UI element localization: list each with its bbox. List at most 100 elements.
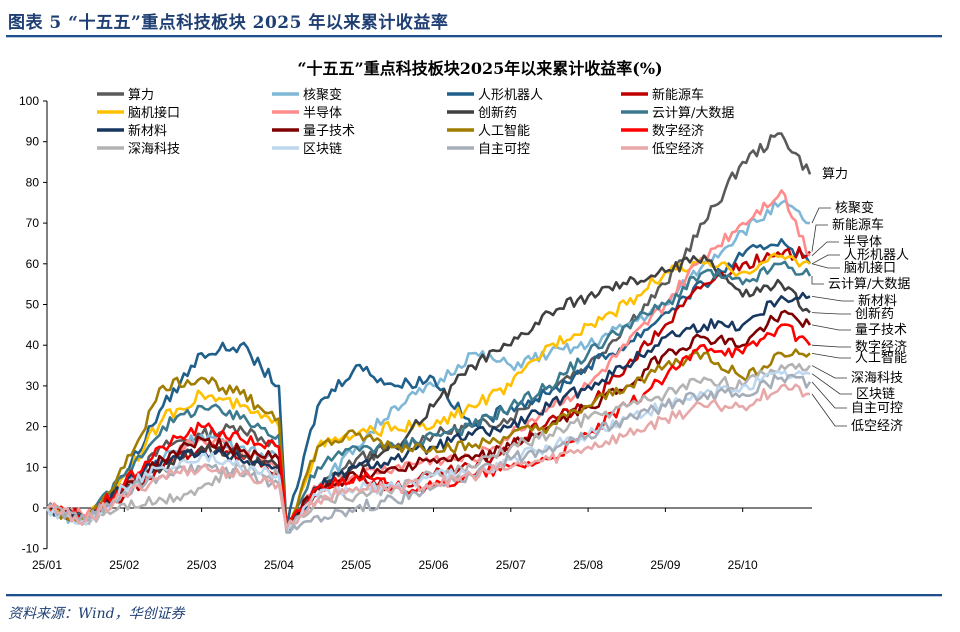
label-leader-line [811, 254, 840, 265]
legend-item: 自主可控 [447, 142, 530, 157]
series-end-label: 算力 [822, 167, 848, 182]
chart-title: “十五五”重点科技板块2025年以来累计收益率(%) [297, 59, 662, 78]
series-end-label: 脑机接口 [844, 260, 896, 276]
y-tick-label: 80 [26, 175, 40, 189]
label-leader-line [811, 352, 851, 359]
label-leader-line [811, 381, 847, 409]
series-end-label: 云计算/大数据 [828, 277, 910, 292]
label-leader-line [811, 276, 824, 285]
label-leader-line [811, 365, 847, 379]
series-end-label: 人工智能 [855, 351, 907, 366]
legend-item: 人形机器人 [447, 88, 543, 103]
series-line-15 [46, 383, 811, 530]
legend-label: 数字经济 [652, 124, 704, 139]
x-tick-label: 25/05 [341, 558, 371, 572]
y-tick-label: 70 [26, 216, 40, 230]
y-tick-label: 10 [26, 460, 40, 474]
series-end-label: 深海科技 [851, 371, 903, 386]
series-line-6 [46, 254, 811, 530]
series-end-label: 核聚变 [835, 200, 874, 216]
y-tick-label: 90 [26, 135, 40, 149]
label-leader-line [811, 344, 851, 348]
legend-item: 脑机接口 [97, 105, 180, 121]
label-leader-line [811, 241, 839, 256]
legend-item: 量子技术 [272, 124, 355, 139]
footer-divider [6, 594, 942, 597]
series-line-11 [46, 323, 812, 530]
legend-item: 半导体 [272, 106, 342, 121]
legend-label: 创新药 [478, 105, 517, 121]
legend-item: 低空经济 [621, 142, 704, 157]
x-tick-label: 25/07 [496, 558, 526, 572]
legend-label: 云计算/大数据 [652, 106, 734, 121]
legend-label: 自主可控 [478, 142, 530, 157]
x-tick-label: 25/10 [728, 558, 758, 572]
legend-label: 新材料 [128, 123, 167, 139]
legend-item: 深海科技 [97, 142, 180, 157]
legend-label: 低空经济 [652, 142, 704, 157]
legend-item: 新能源车 [621, 87, 704, 103]
series-line-14 [46, 373, 812, 534]
y-tick-label: 100 [19, 94, 39, 108]
series-line-9 [46, 309, 812, 530]
x-tick-label: 25/04 [264, 558, 294, 572]
legend-item: 核聚变 [272, 87, 342, 103]
series-end-label: 新材料 [858, 293, 897, 309]
label-leader-line [811, 207, 831, 224]
x-tick-label: 25/02 [109, 558, 139, 572]
y-tick-label: -10 [22, 542, 40, 556]
series-end-label: 数字经济 [855, 340, 907, 355]
series-end-label: 新能源车 [832, 217, 884, 233]
series-end-label: 区块链 [856, 387, 895, 402]
y-tick-label: 30 [26, 379, 40, 393]
x-tick-label: 25/08 [573, 558, 603, 572]
series-line-10 [46, 348, 811, 530]
legend-label: 新能源车 [652, 87, 704, 103]
label-leader-line [811, 393, 847, 427]
legend-label: 深海科技 [128, 142, 180, 157]
series-end-label: 低空经济 [851, 419, 903, 434]
legend-label: 人形机器人 [478, 88, 543, 103]
label-leader-line [811, 373, 852, 395]
series-line-12 [45, 362, 812, 530]
legend-item: 算力 [97, 88, 154, 103]
legend-item: 区块链 [272, 142, 342, 157]
legend-item: 云计算/大数据 [621, 106, 734, 121]
y-tick-label: 0 [32, 501, 39, 515]
legend-label: 人工智能 [478, 124, 530, 139]
legend-label: 算力 [128, 88, 154, 103]
legend-item: 人工智能 [447, 124, 530, 139]
series-end-label: 创新药 [855, 306, 894, 322]
label-leader-line [811, 263, 840, 269]
series-end-label: 量子技术 [855, 323, 907, 338]
legend-item: 新材料 [97, 123, 167, 139]
series-line-4 [45, 252, 811, 530]
figure-caption: 图表 5 “十五五”重点科技板块 2025 年以来累计收益率 [8, 13, 449, 33]
series-end-label: 自主可控 [851, 401, 903, 416]
x-tick-label: 25/06 [418, 558, 448, 572]
legend-label: 区块链 [303, 142, 342, 157]
source-note: 资料来源：Wind，华创证券 [8, 606, 185, 622]
legend-label: 量子技术 [303, 124, 355, 139]
legend-label: 脑机接口 [128, 105, 180, 121]
y-tick-label: 20 [26, 420, 40, 434]
y-tick-label: 50 [26, 298, 40, 312]
legend-item: 创新药 [447, 105, 517, 121]
series-line-2 [46, 238, 812, 530]
header-divider [6, 35, 942, 38]
y-tick-label: 40 [26, 338, 40, 352]
legend-label: 核聚变 [303, 87, 342, 103]
series-end-label: 人形机器人 [844, 248, 909, 263]
x-tick-label: 25/03 [187, 558, 217, 572]
label-leader-line [811, 224, 828, 252]
label-leader-line [811, 324, 851, 331]
y-tick-label: 60 [26, 257, 40, 271]
label-leader-line [811, 295, 854, 302]
x-tick-label: 25/09 [650, 558, 680, 572]
legend-item: 数字经济 [621, 124, 704, 139]
label-leader-line [811, 312, 851, 315]
series-end-label: 半导体 [843, 235, 882, 250]
legend-label: 半导体 [303, 106, 342, 121]
series-line-7 [46, 260, 812, 530]
